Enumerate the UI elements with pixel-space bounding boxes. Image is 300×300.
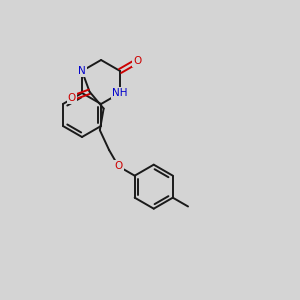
Text: NH: NH: [112, 88, 128, 98]
Text: N: N: [78, 66, 86, 76]
Text: O: O: [114, 161, 123, 171]
Text: O: O: [133, 56, 141, 66]
Text: O: O: [68, 93, 76, 103]
